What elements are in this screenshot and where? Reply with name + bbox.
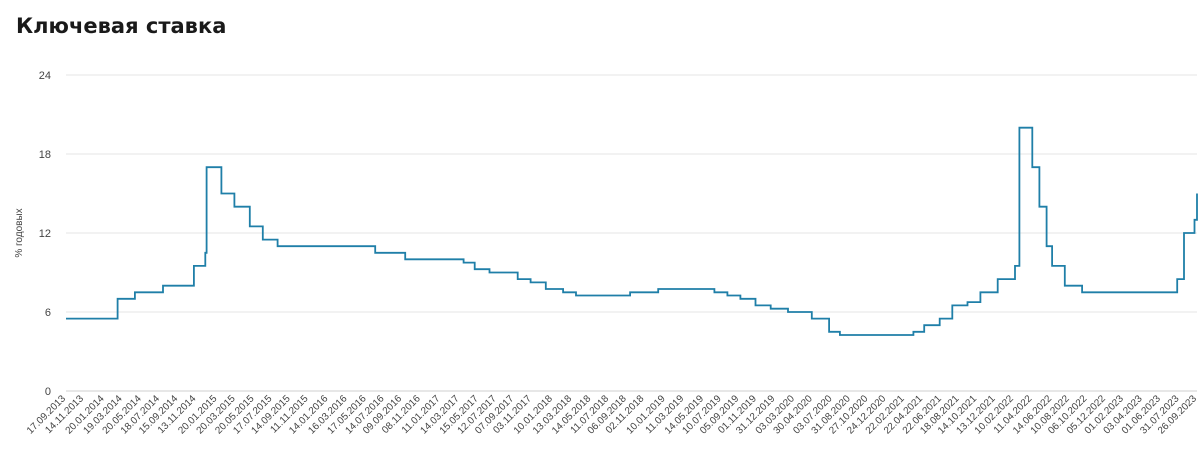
y-axis-label: % годовых [14,208,25,257]
y-tick-label: 24 [39,70,51,82]
y-tick-label: 0 [45,386,51,398]
y-tick-label: 6 [45,307,51,319]
key-rate-line [66,126,1198,336]
grid-lines [66,74,1197,392]
y-axis-ticks: 0 6 12 18 24 [39,70,51,398]
y-tick-label: 12 [39,228,51,240]
x-axis-ticks: 17.09.201314.11.201320.01.201419.03.2014… [25,393,1199,436]
y-tick-label: 18 [39,149,51,161]
chart-title: Ключевая ставка [16,14,227,38]
